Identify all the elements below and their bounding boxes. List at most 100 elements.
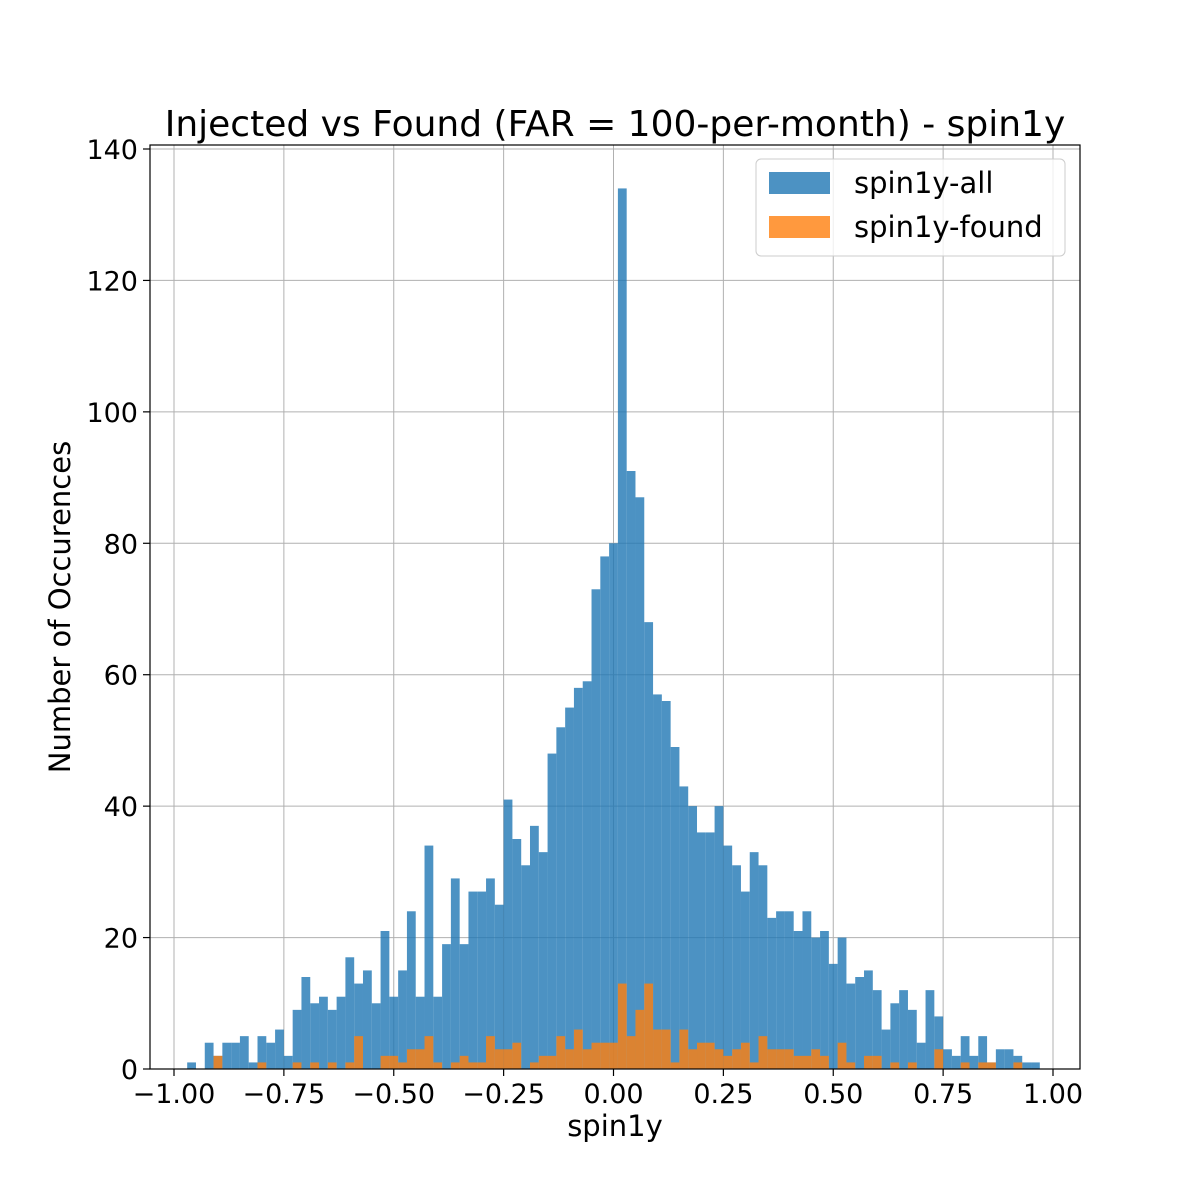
histogram-bar	[740, 1042, 750, 1069]
y-tick-label: 120	[86, 266, 138, 297]
histogram-bar	[354, 983, 363, 1069]
histogram-bar	[732, 865, 741, 1069]
histogram-bar	[231, 1042, 240, 1069]
histogram-bars	[187, 188, 1040, 1069]
histogram-bar	[811, 1049, 821, 1069]
histogram-bar	[354, 1036, 363, 1069]
histogram-bar	[424, 845, 434, 1069]
legend-box	[755, 158, 1066, 257]
histogram-bar	[213, 1055, 223, 1069]
histogram-bar	[978, 1062, 988, 1069]
histogram-bar	[925, 990, 935, 1069]
y-tick-label: 60	[104, 661, 138, 692]
histogram-bar	[573, 687, 583, 1069]
histogram-bar	[257, 1036, 267, 1069]
y-tick-label: 140	[86, 135, 138, 166]
histogram-bar	[547, 1055, 557, 1069]
histogram-bar	[389, 1055, 399, 1069]
histogram-bar	[266, 1042, 276, 1069]
axes: −1.00 −0.75 −0.50 −0.25 0.00 0.25 0.50 0.75 1.00…	[86, 135, 1083, 1110]
histogram-bar	[934, 1049, 944, 1069]
histogram-bar	[969, 1055, 979, 1069]
y-tick-label: 40	[104, 792, 138, 823]
histogram-bar	[987, 1062, 996, 1069]
histogram-bar	[670, 1062, 680, 1069]
histogram-bar	[714, 806, 724, 1069]
histogram-bar	[310, 1003, 320, 1069]
x-axis-label: spin1y	[567, 1109, 663, 1143]
histogram-bar	[512, 839, 522, 1069]
histogram-bar	[468, 1062, 478, 1069]
histogram-bar	[793, 1055, 803, 1069]
histogram-bar	[697, 832, 706, 1069]
histogram-bar	[398, 970, 407, 1069]
histogram-bar	[529, 1062, 539, 1069]
legend-swatch	[769, 216, 830, 238]
histogram-bar	[890, 1003, 900, 1069]
histogram-bar	[811, 937, 821, 1069]
histogram-bar	[784, 1049, 794, 1069]
histogram-bar	[345, 1062, 355, 1069]
histogram-bar	[301, 977, 311, 1069]
histogram-bar	[767, 1049, 777, 1069]
histogram-bar	[776, 1049, 785, 1069]
histogram-bar	[828, 963, 838, 1069]
chart-title: Injected vs Found (FAR = 100-per-month) …	[165, 104, 1066, 145]
histogram-bar	[626, 1036, 636, 1069]
histogram-bar	[257, 1062, 267, 1069]
histogram-bar	[899, 990, 908, 1069]
histogram-bar	[609, 543, 618, 1069]
histogram-bar	[740, 891, 750, 1069]
histogram-bar	[837, 1042, 847, 1069]
histogram-bar	[327, 1062, 337, 1069]
histogram-bar	[600, 556, 610, 1069]
histogram-bar	[450, 1062, 460, 1069]
y-axis-label: Number of Occurences	[43, 441, 77, 773]
x-tick-label: 1.00	[1023, 1079, 1083, 1110]
histogram-bar	[248, 1062, 258, 1069]
legend-label: spin1y-all	[854, 166, 993, 200]
histogram-bar	[362, 970, 372, 1069]
histogram-bar	[864, 970, 873, 1069]
histogram-bar	[644, 983, 654, 1069]
y-tick-label: 0	[121, 1055, 138, 1086]
histogram-bar	[907, 1062, 917, 1069]
histogram-bar	[688, 806, 698, 1069]
histogram-bar	[653, 1029, 662, 1069]
histogram-bar	[934, 1016, 944, 1069]
plot-frame	[149, 144, 1081, 1070]
histogram-bar	[292, 1062, 302, 1069]
histogram-bar	[187, 1062, 196, 1069]
x-tick-label: −0.75	[243, 1079, 326, 1110]
histogram-bar	[319, 996, 328, 1069]
histogram-bar	[406, 911, 416, 1069]
histogram-bar	[547, 753, 557, 1069]
histogram-bar	[617, 983, 627, 1069]
histogram-bar	[872, 1055, 882, 1069]
histogram-bar	[802, 1055, 812, 1069]
x-tick-label: 0.25	[693, 1079, 753, 1110]
histogram-bar	[486, 878, 495, 1069]
histogram-bar	[459, 1055, 469, 1069]
histogram-bar	[617, 188, 627, 1069]
x-tick-label: −0.50	[352, 1079, 435, 1110]
histogram-bar	[239, 1036, 249, 1069]
histogram-bar	[415, 1049, 425, 1069]
histogram-bar	[960, 1036, 970, 1069]
y-tick-label: 20	[104, 924, 138, 955]
histogram-bar	[371, 1003, 381, 1069]
x-tick-label: −0.25	[462, 1079, 545, 1110]
histogram-bar	[573, 1029, 583, 1069]
histogram-bar	[336, 996, 346, 1069]
histogram-bar	[529, 825, 539, 1069]
histogram-bar	[494, 1049, 504, 1069]
histogram-bar	[776, 911, 785, 1069]
histogram-bar	[644, 622, 654, 1069]
histogram-bar	[310, 1062, 320, 1069]
histogram-bar	[661, 1029, 671, 1069]
histogram-bar	[916, 1042, 926, 1069]
histogram-bar	[468, 891, 478, 1069]
histogram-bar	[749, 1062, 759, 1069]
histogram-bar	[661, 701, 671, 1069]
histogram-bar	[670, 747, 680, 1069]
